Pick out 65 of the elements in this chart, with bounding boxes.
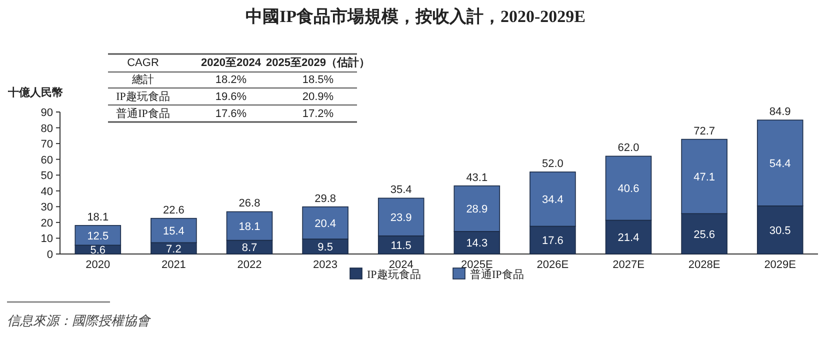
data-label: 30.5 (769, 224, 791, 237)
chart-title: 中國IP食品市場規模，按收入計，2020-2029E (246, 7, 586, 26)
y-tick-label: 30 (40, 202, 53, 214)
data-label: 9.5 (318, 242, 333, 254)
y-tick-label: 10 (40, 233, 53, 246)
data-label: 47.1 (694, 171, 716, 184)
text: 2020至2024 (201, 57, 262, 69)
total-label: 43.1 (466, 172, 488, 184)
y-tick-label: 20 (40, 217, 53, 230)
total-label: 18.1 (87, 211, 109, 224)
x-tick-label: 2028E (688, 259, 720, 271)
data-label: 8.7 (242, 242, 258, 254)
total-label: 35.4 (390, 184, 412, 196)
data-label: 15.4 (162, 225, 184, 238)
y-axis-title: 十億人民幣 (7, 86, 63, 99)
data-label: 12.5 (87, 230, 109, 242)
text: 18.2% (215, 74, 247, 86)
data-label: 34.4 (542, 194, 564, 206)
data-label: 20.4 (314, 218, 336, 230)
y-tick-label: 80 (40, 122, 53, 135)
data-label: 17.6 (542, 235, 564, 248)
annotation: 普通IP食品 (116, 107, 170, 120)
data-label: 21.4 (618, 232, 640, 244)
data-label: 7.2 (166, 243, 182, 256)
total-label: 29.8 (314, 192, 336, 205)
data-label: 40.6 (618, 183, 640, 196)
total-label: 22.6 (162, 204, 184, 216)
data-label: 11.5 (390, 240, 412, 252)
total-label: 52.0 (542, 158, 564, 170)
legend-label: IP趣玩食品 (367, 269, 421, 281)
text: 19.6% (215, 91, 247, 103)
total-label: 26.8 (238, 198, 260, 210)
data-label: 14.3 (466, 238, 488, 250)
x-tick-label: 2027E (612, 259, 644, 271)
x-tick-label: 2026E (536, 259, 569, 271)
text: 總計 (131, 73, 154, 86)
x-tick-label: 2022 (237, 259, 262, 271)
text: CAGR (127, 57, 159, 69)
annotation: 17.6% (215, 108, 247, 120)
y-tick-label: 50 (40, 170, 53, 182)
y-tick-label: 0 (46, 249, 53, 261)
total-label: 84.9 (769, 106, 791, 118)
x-tick-label: 2029E (764, 259, 796, 271)
text: 20.9% (302, 91, 334, 103)
annotation: 17.2% (302, 108, 334, 120)
x-tick-label: 2023 (313, 259, 338, 271)
y-tick-label: 90 (40, 107, 53, 119)
data-label: 25.6 (694, 228, 716, 241)
y-tick-label: 60 (40, 154, 53, 166)
data-label: 28.9 (466, 204, 488, 216)
y-tick-label: 70 (40, 138, 53, 151)
data-label: 23.9 (390, 212, 412, 224)
x-tick-label: 2020 (86, 259, 110, 271)
text: IP趣玩食品 (116, 91, 170, 103)
text: 18.5% (302, 74, 334, 86)
y-tick-label: 40 (40, 186, 53, 198)
data-label: 5.6 (90, 244, 106, 257)
data-label: 18.1 (238, 220, 260, 233)
text: 2025至2029（估計） (266, 56, 370, 69)
total-label: 62.0 (618, 142, 640, 154)
text: 信息來源：國際授權協會 (7, 313, 152, 328)
x-tick-label: 2021 (161, 259, 186, 271)
legend-label: 普通IP食品 (470, 268, 524, 281)
total-label: 72.7 (694, 125, 716, 138)
data-label: 54.4 (769, 158, 791, 170)
